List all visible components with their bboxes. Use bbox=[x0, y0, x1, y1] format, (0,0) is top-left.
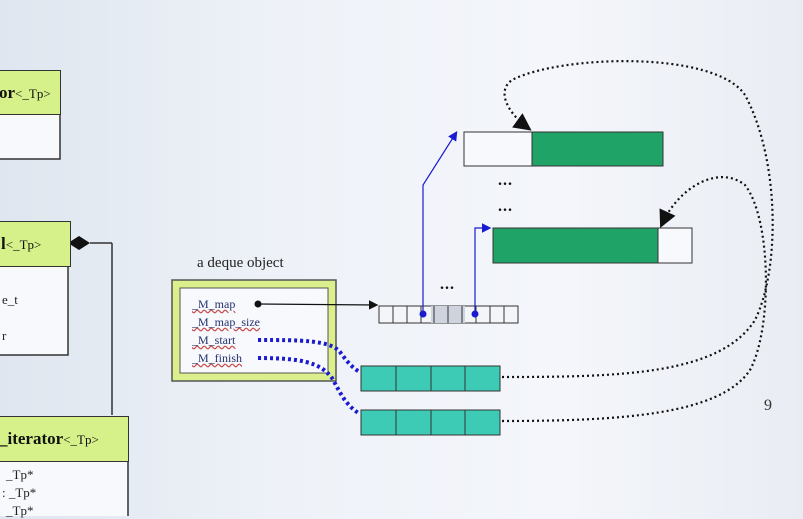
ellipsis-map: ... bbox=[440, 276, 455, 293]
buffer-bottom-filled bbox=[492, 227, 659, 264]
start-iterator-node bbox=[360, 365, 501, 392]
buffer-top-filled bbox=[531, 131, 664, 167]
uml-class-box-1-body bbox=[0, 112, 61, 160]
map-pointer-arrow bbox=[257, 300, 379, 310]
map-array bbox=[378, 305, 519, 324]
field-m-finish: _M_finish bbox=[192, 351, 243, 365]
ellipsis-buffers-2: ... bbox=[498, 198, 513, 215]
uml-member-3-1: _Tp* bbox=[6, 467, 34, 482]
uml-class-header-3: _iterator<_Tp> bbox=[0, 416, 129, 462]
deque-object-inner bbox=[179, 287, 329, 374]
uml-member-2-1: e_t bbox=[2, 292, 18, 307]
uml-member-3-2: : _Tp* bbox=[2, 485, 37, 500]
finish-node-curve bbox=[501, 176, 768, 423]
composition-diamond bbox=[68, 236, 90, 250]
field-m-start: _M_start bbox=[192, 333, 236, 347]
deque-object-label: a deque object bbox=[197, 255, 284, 271]
uml-class-header-1: or<_Tp> bbox=[0, 70, 61, 115]
finish-link bbox=[257, 356, 362, 416]
uml-class-name-1: or bbox=[0, 83, 16, 102]
field-m-map-size: _M_map_size bbox=[192, 315, 260, 329]
start-node-curve bbox=[501, 60, 774, 379]
map-entry-arrow-1 bbox=[422, 130, 458, 314]
uml-class-header-2: l<_Tp> bbox=[0, 221, 71, 267]
uml-class-name-2: l bbox=[1, 234, 6, 253]
uml-member-3-3: _Tp* bbox=[6, 503, 34, 518]
uml-member-2-2: r bbox=[2, 328, 7, 343]
uml-class-tp-2: <_Tp> bbox=[5, 237, 42, 252]
buffer-top-empty bbox=[463, 131, 533, 167]
uml-class-tp-3: <_Tp> bbox=[63, 432, 99, 447]
uml-class-name-3: _iterator bbox=[0, 429, 64, 448]
uml-class-box-2-body bbox=[0, 264, 69, 356]
buffer-bottom-empty bbox=[657, 227, 693, 264]
field-m-map: _M_map bbox=[192, 297, 236, 311]
map-entry-arrow-2 bbox=[474, 223, 492, 314]
uml-class-box-3-body bbox=[0, 459, 129, 516]
start-link bbox=[257, 338, 361, 374]
page-number: 9 bbox=[764, 397, 772, 414]
finish-iterator-node bbox=[360, 409, 501, 436]
ellipsis-buffers-1: ... bbox=[498, 172, 513, 189]
uml-class-tp-1: <_Tp> bbox=[15, 86, 51, 101]
